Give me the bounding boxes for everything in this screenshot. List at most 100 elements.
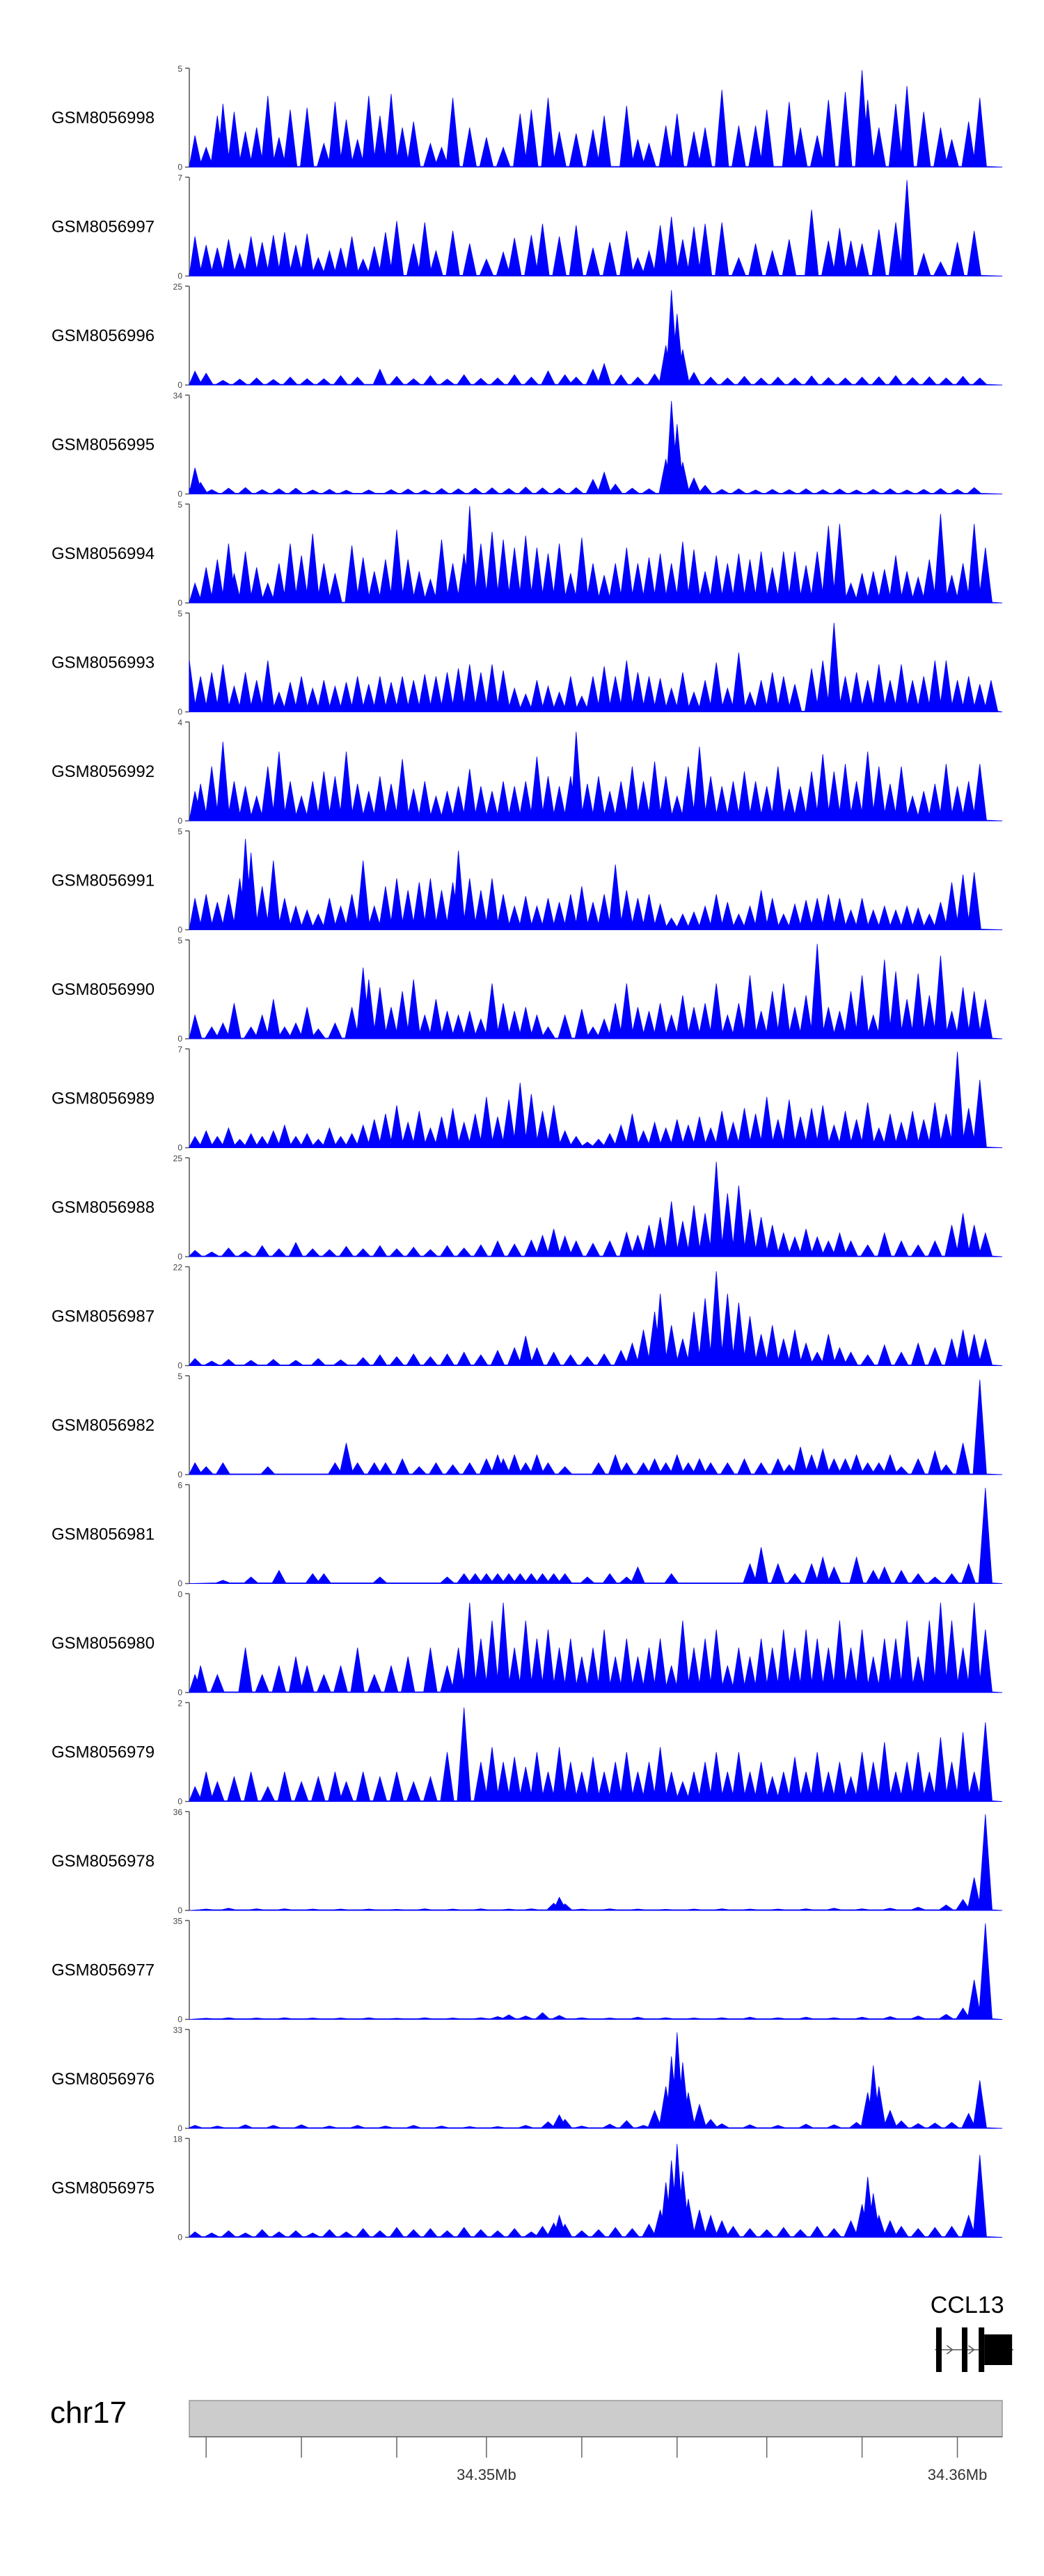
coverage-area [189, 2032, 1003, 2129]
track-GSM8056990: GSM8056990 5 0 [52, 936, 1003, 1044]
y-axis-min-label: 0 [177, 1034, 182, 1044]
coverage-area [189, 1051, 1003, 1148]
track-label: GSM8056977 [52, 1961, 155, 1980]
track-GSM8056994: GSM8056994 5 0 [52, 500, 1003, 608]
y-axis-max-label: 18 [173, 2135, 183, 2144]
track-label: GSM8056991 [52, 872, 155, 890]
y-axis-max-label: 5 [177, 1372, 182, 1381]
track-label: GSM8056998 [52, 109, 155, 127]
coverage-area [189, 1161, 1003, 1257]
track-GSM8056995: GSM8056995 34 0 [52, 391, 1003, 499]
y-axis-min-label: 0 [177, 2015, 182, 2025]
coverage-area [189, 180, 1003, 276]
track-label: GSM8056980 [52, 1634, 155, 1653]
track-GSM8056997: GSM8056997 7 0 [52, 173, 1003, 281]
track-GSM8056979: GSM8056979 2 0 [52, 1699, 1003, 1807]
gene-exon [935, 2327, 942, 2372]
y-axis-min-label: 0 [177, 1470, 182, 1479]
y-axis-max-label: 25 [173, 1154, 183, 1163]
x-axis-tick-label: 34.35Mb [457, 2466, 516, 2483]
coverage-area [189, 1707, 1003, 1802]
y-axis-min-label: 0 [177, 489, 182, 499]
coverage-area [189, 1379, 1003, 1475]
coverage-area [189, 943, 1003, 1039]
track-label: GSM8056987 [52, 1307, 155, 1326]
coverage-area [189, 838, 1003, 930]
y-axis-max-label: 33 [173, 2025, 183, 2035]
y-axis-max-label: 4 [177, 718, 182, 728]
track-label: GSM8056996 [52, 327, 155, 345]
gene-label: CCL13 [931, 2292, 1004, 2318]
track-label: GSM8056988 [52, 1198, 155, 1217]
track-label: GSM8056976 [52, 2070, 155, 2089]
track-GSM8056987: GSM8056987 22 0 [52, 1263, 1003, 1371]
y-axis-max-label: 5 [177, 500, 182, 510]
y-axis-min-label: 0 [177, 1361, 182, 1371]
track-label: GSM8056978 [52, 1852, 155, 1871]
y-axis-max-label: 7 [177, 1045, 182, 1055]
track-GSM8056998: GSM8056998 5 0 [52, 64, 1003, 172]
y-axis-min-label: 0 [177, 816, 182, 826]
track-label: GSM8056975 [52, 2179, 155, 2198]
y-axis-min-label: 0 [177, 1579, 182, 1589]
chromosome-label: chr17 [50, 2396, 127, 2430]
track-GSM8056980: GSM8056980 0 0 [52, 1589, 1003, 1697]
track-label: GSM8056989 [52, 1090, 155, 1108]
track-label: GSM8056993 [52, 654, 155, 673]
gene-exon [984, 2334, 1013, 2365]
track-GSM8056977: GSM8056977 35 0 [52, 1917, 1003, 2025]
y-axis-max-label: 5 [177, 609, 182, 619]
y-axis-max-label: 2 [177, 1699, 182, 1709]
x-axis-tick-label: 34.36Mb [928, 2466, 988, 2483]
y-axis-max-label: 36 [173, 1807, 183, 1817]
y-axis-min-label: 0 [177, 380, 182, 390]
track-GSM8056978: GSM8056978 36 0 [52, 1807, 1003, 1915]
y-axis-max-label: 0 [177, 1589, 182, 1599]
coverage-area [189, 505, 1003, 604]
coverage-area [189, 1488, 1003, 1584]
track-GSM8056992: GSM8056992 4 0 [52, 718, 1003, 826]
y-axis-min-label: 0 [177, 1906, 182, 1915]
coverage-area [189, 1923, 1003, 2020]
strand-arrow [947, 2345, 954, 2355]
gene-exon [962, 2327, 968, 2372]
y-axis-min-label: 0 [177, 1797, 182, 1807]
track-GSM8056988: GSM8056988 25 0 [52, 1154, 1003, 1262]
track-GSM8056976: GSM8056976 33 0 [52, 2025, 1003, 2133]
gene-annotation-track: CCL13 [931, 2292, 1014, 2372]
track-GSM8056982: GSM8056982 5 0 [52, 1372, 1003, 1479]
y-axis-min-label: 0 [177, 925, 182, 935]
track-GSM8056989: GSM8056989 7 0 [52, 1045, 1003, 1153]
y-axis-min-label: 0 [177, 1143, 182, 1153]
y-axis-min-label: 0 [177, 1688, 182, 1697]
genome-axis-track: chr17 34.35Mb 34.36Mb [50, 2396, 1003, 2483]
coverage-area [189, 400, 1003, 494]
y-axis-max-label: 35 [173, 1917, 183, 1926]
y-axis-min-label: 0 [177, 272, 182, 281]
y-axis-max-label: 5 [177, 936, 182, 945]
y-axis-min-label: 0 [177, 707, 182, 717]
coverage-area [189, 1814, 1003, 1911]
y-axis-min-label: 0 [177, 2233, 182, 2243]
y-axis-min-label: 0 [177, 598, 182, 608]
track-label: GSM8056990 [52, 980, 155, 999]
y-axis-max-label: 7 [177, 173, 182, 183]
track-GSM8056981: GSM8056981 6 0 [52, 1481, 1003, 1589]
y-axis-max-label: 6 [177, 1481, 182, 1491]
coverage-tracks: GSM805699850GSM805699770GSM8056996250GSM… [52, 64, 1003, 2243]
y-axis-min-label: 0 [177, 2123, 182, 2133]
coverage-area [189, 622, 1003, 712]
y-axis-max-label: 5 [177, 827, 182, 837]
strand-arrow [968, 2345, 975, 2355]
track-label: GSM8056997 [52, 218, 155, 237]
coverage-area [189, 290, 1003, 386]
track-GSM8056993: GSM8056993 5 0 [52, 609, 1003, 717]
track-label: GSM8056994 [52, 544, 155, 563]
gene-exon [979, 2327, 985, 2372]
track-label: GSM8056995 [52, 436, 155, 455]
chromosome-ideogram [189, 2400, 1003, 2437]
track-GSM8056975: GSM8056975 18 0 [52, 2135, 1003, 2243]
track-label: GSM8056992 [52, 762, 155, 781]
gene-CCL13: CCL13 [931, 2292, 1014, 2372]
